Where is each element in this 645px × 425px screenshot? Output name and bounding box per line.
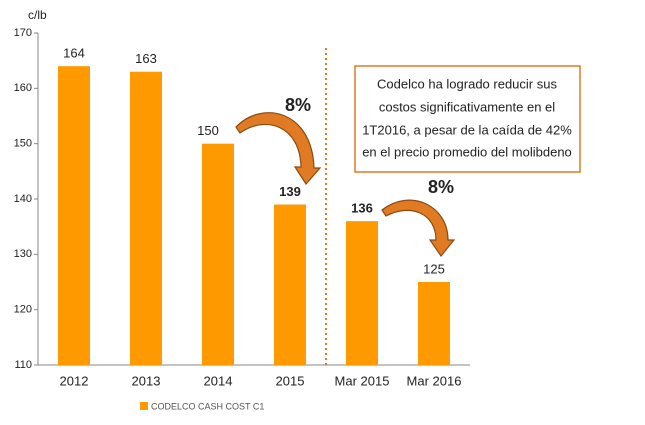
y-tick-label: 110	[14, 359, 32, 371]
note-line: 1T2016, a pesar de la caída de 42%	[362, 122, 572, 137]
x-tick-label: 2013	[132, 373, 161, 388]
arrow	[381, 199, 456, 258]
note-line: Codelco ha logrado reducir sus	[377, 76, 557, 91]
y-tick-label: 150	[14, 138, 32, 150]
legend-swatch	[140, 402, 148, 410]
bar	[274, 204, 306, 365]
x-tick-label: 2012	[60, 373, 89, 388]
note-line: costos significativamente en el	[379, 99, 555, 114]
x-tick-label: 2015	[276, 373, 305, 388]
note-box	[354, 65, 581, 173]
data-label: 139	[279, 184, 301, 199]
data-label: 163	[135, 51, 157, 66]
y-axis-label: c/lb	[28, 8, 47, 22]
y-tick-label: 140	[14, 193, 32, 205]
bar	[202, 143, 234, 365]
y-tick-label: 170	[14, 27, 32, 39]
x-tick-label: 2014	[204, 373, 233, 388]
bar	[58, 66, 90, 365]
data-label: 125	[423, 261, 445, 276]
bar	[346, 221, 378, 365]
legend-label: CODELCO CASH COST C1	[151, 401, 264, 411]
note-line: en el precio promedio del molibdeno	[362, 144, 572, 159]
bar	[418, 282, 450, 365]
annotation: 8%	[285, 95, 311, 115]
data-label: 150	[197, 123, 219, 138]
y-tick-label: 130	[14, 248, 32, 260]
x-tick-label: Mar 2016	[407, 373, 462, 388]
y-tick-label: 120	[14, 304, 32, 316]
data-label: 136	[351, 201, 373, 216]
bar	[130, 71, 162, 365]
y-tick-label: 160	[14, 82, 32, 94]
x-tick-label: Mar 2015	[335, 373, 390, 388]
data-label: 164	[63, 46, 85, 61]
annotation: 8%	[428, 177, 454, 197]
arrow	[235, 112, 322, 185]
